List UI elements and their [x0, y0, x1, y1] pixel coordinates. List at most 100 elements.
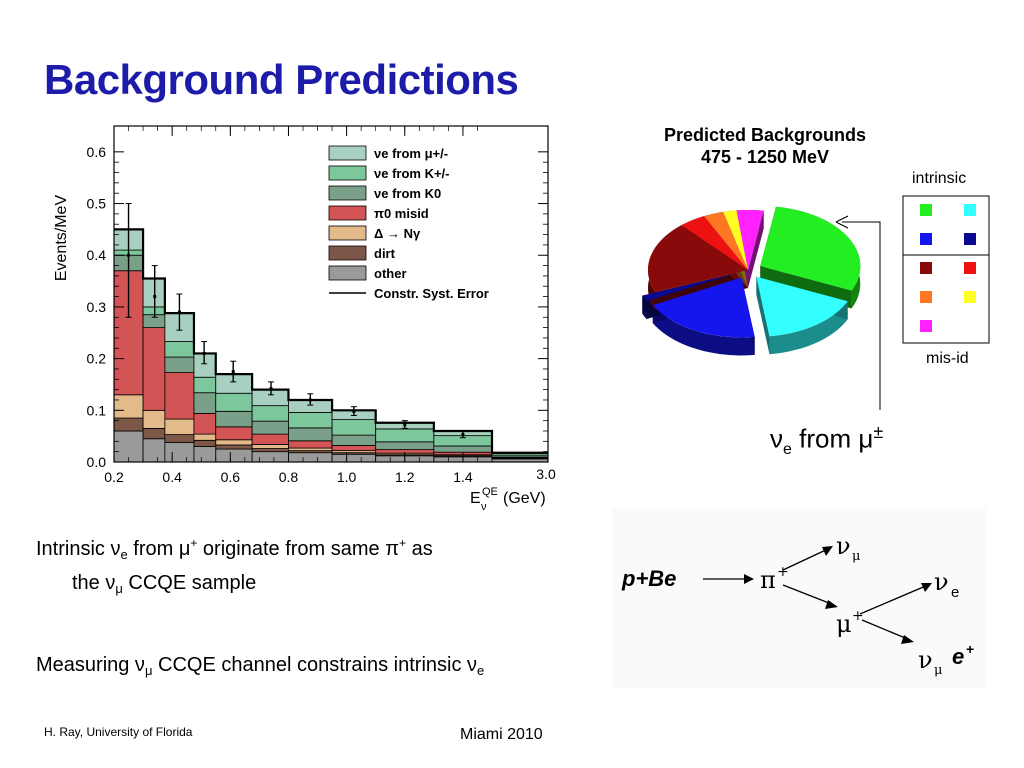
pie-chart: [642, 195, 990, 410]
legend-label-5: dirt: [374, 246, 396, 261]
data-point-9: [461, 433, 465, 437]
legend-swatch-5: [328, 245, 367, 261]
pie-slice-orange-6: [704, 211, 748, 270]
data-point-7: [352, 409, 356, 413]
text-ccqe-sample: the νμ CCQE sample: [72, 572, 257, 596]
legend-swatch-intrinsic-3: [964, 233, 976, 245]
text-intrinsic: Intrinsic νe from μ+ originate from same…: [36, 536, 433, 562]
pie-slice--e-from--0: [760, 206, 861, 291]
label-numu-2-sub: μ: [934, 663, 942, 678]
x-tick-label-5: 1.2: [395, 469, 415, 485]
x-tick-label-4: 1.0: [337, 469, 357, 485]
y-tick-label-1: 0.1: [87, 402, 107, 418]
pie-wall-b-1: [756, 276, 770, 355]
legend-swatch-misid-1: [964, 262, 976, 274]
data-point-4: [231, 370, 235, 374]
label-p-be: p+Be: [621, 566, 676, 591]
data-point-0: [127, 253, 131, 257]
data-point-8: [403, 423, 407, 427]
y-tick-label-5: 0.5: [87, 196, 107, 212]
y-tick-label-0: 0.0: [87, 454, 107, 470]
legend-label-4: Δ → Nγ: [374, 226, 421, 241]
label-nue-sub: e: [951, 584, 959, 601]
y-tick-label-2: 0.2: [87, 351, 107, 367]
pie-side-1: [769, 301, 848, 355]
label-mu: μ: [836, 610, 852, 638]
legend-swatch-intrinsic-0: [920, 204, 932, 216]
y-tick-label-3: 0.3: [87, 299, 107, 315]
pie-side-2: [652, 305, 755, 356]
legend-label-2: νe from K0: [374, 186, 441, 201]
pie-slice--N--5: [681, 216, 748, 270]
x-axis-label-unit: (GeV): [503, 490, 546, 507]
pie-title-line2: 475 - 1250 MeV: [700, 147, 830, 167]
pie-slice--e-from-K--1: [756, 276, 848, 337]
legend-swatch-misid-4: [920, 320, 932, 332]
pie-slice-dark-blue-3: [642, 273, 736, 302]
y-axis-label: Events/MeV: [53, 195, 70, 282]
data-point-3: [202, 351, 206, 355]
legend-intrinsic-label: intrinsic: [912, 170, 967, 187]
legend-swatch-3: [328, 205, 367, 221]
legend-swatch-misid-0: [920, 262, 932, 274]
legend-swatch-6: [328, 265, 367, 281]
legend-label-7: Constr. Syst. Error: [374, 286, 489, 301]
label-mu-sup: +: [852, 608, 864, 624]
annotation-arrow-line: [842, 221, 881, 410]
legend-swatch-1: [328, 165, 367, 181]
label-numu-2: ν: [918, 646, 933, 674]
legend-swatch-0: [328, 145, 367, 161]
footer-author: H. Ray, University of Florida: [44, 725, 193, 739]
stacked-histogram: 0.0 0.1 0.2 0.3 0.4 0.5 0.6 0.2 0.4 0.6 0.8 1.0 1.2 1…: [53, 125, 556, 513]
label-eplus-sup: +: [966, 641, 974, 657]
arrow-head-pi-numu: [822, 546, 833, 556]
arrow-mu-nue: [859, 584, 929, 615]
label-nue: ν: [934, 568, 949, 596]
legend-label-6: other: [374, 266, 407, 281]
legend-misid-label: mis-id: [926, 350, 969, 367]
x-tick-label-7: 3.0: [536, 466, 556, 482]
label-eplus: e: [952, 644, 964, 669]
arrow-head-mu-numu-e: [901, 635, 914, 644]
x-tick-label-2: 0.6: [221, 469, 241, 485]
legend-label-3: π0 misid: [374, 206, 429, 221]
arrow-head-mu-nue: [921, 583, 932, 592]
x-axis-label-sup: QE: [482, 486, 498, 498]
y-tick-label-4: 0.4: [87, 247, 107, 263]
arrow-head-pi-mu: [825, 600, 838, 609]
pie-title: Predicted Backgrounds 475 - 1250 MeV: [620, 124, 910, 168]
legend-label-0: νe from μ+/-: [374, 146, 448, 161]
legend-swatch-4: [328, 225, 367, 241]
bar--0-misid-2: [164, 372, 195, 420]
y-tick-label-6: 0.6: [87, 144, 107, 160]
arrow-head-pbe-pi: [744, 574, 754, 584]
legend-swatch-intrinsic-2: [920, 233, 932, 245]
data-point-1: [153, 295, 157, 299]
x-tick-label-3: 0.8: [279, 469, 299, 485]
x-tick-label-1: 0.4: [162, 469, 182, 485]
label-numu-sub: μ: [852, 549, 860, 564]
data-point-6: [308, 398, 312, 402]
text-measuring: Measuring νμ CCQE channel constrains int…: [36, 654, 485, 678]
x-tick-label-0: 0.2: [104, 469, 124, 485]
page-title: Background Predictions: [44, 56, 519, 103]
pie-wall-b-8: [748, 210, 764, 288]
pie-slice--e-from-K0-2: [652, 277, 755, 338]
legend-swatch-intrinsic-1: [964, 204, 976, 216]
x-axis-label-sub: ν: [481, 501, 487, 513]
legend-swatch-misid-3: [964, 291, 976, 303]
plot-frame: [113, 125, 549, 463]
pie-slice-magenta-8: [736, 210, 764, 270]
legend-label-1: νe from K+/-: [374, 166, 450, 181]
legend-swatch-2: [328, 185, 367, 201]
arrow-mu-numu-e: [861, 619, 911, 641]
pie-slice--0-misid-4: [648, 225, 748, 293]
x-tick-label-6: 1.4: [453, 469, 473, 485]
pie-slice-yellow-7: [723, 210, 748, 270]
nue-from-mu-annotation: νe from μ±: [770, 422, 884, 458]
label-numu: ν: [836, 532, 851, 560]
x-axis-label: E: [470, 490, 481, 507]
arrow-pi-mu: [782, 584, 835, 606]
legend-swatch-misid-2: [920, 291, 932, 303]
